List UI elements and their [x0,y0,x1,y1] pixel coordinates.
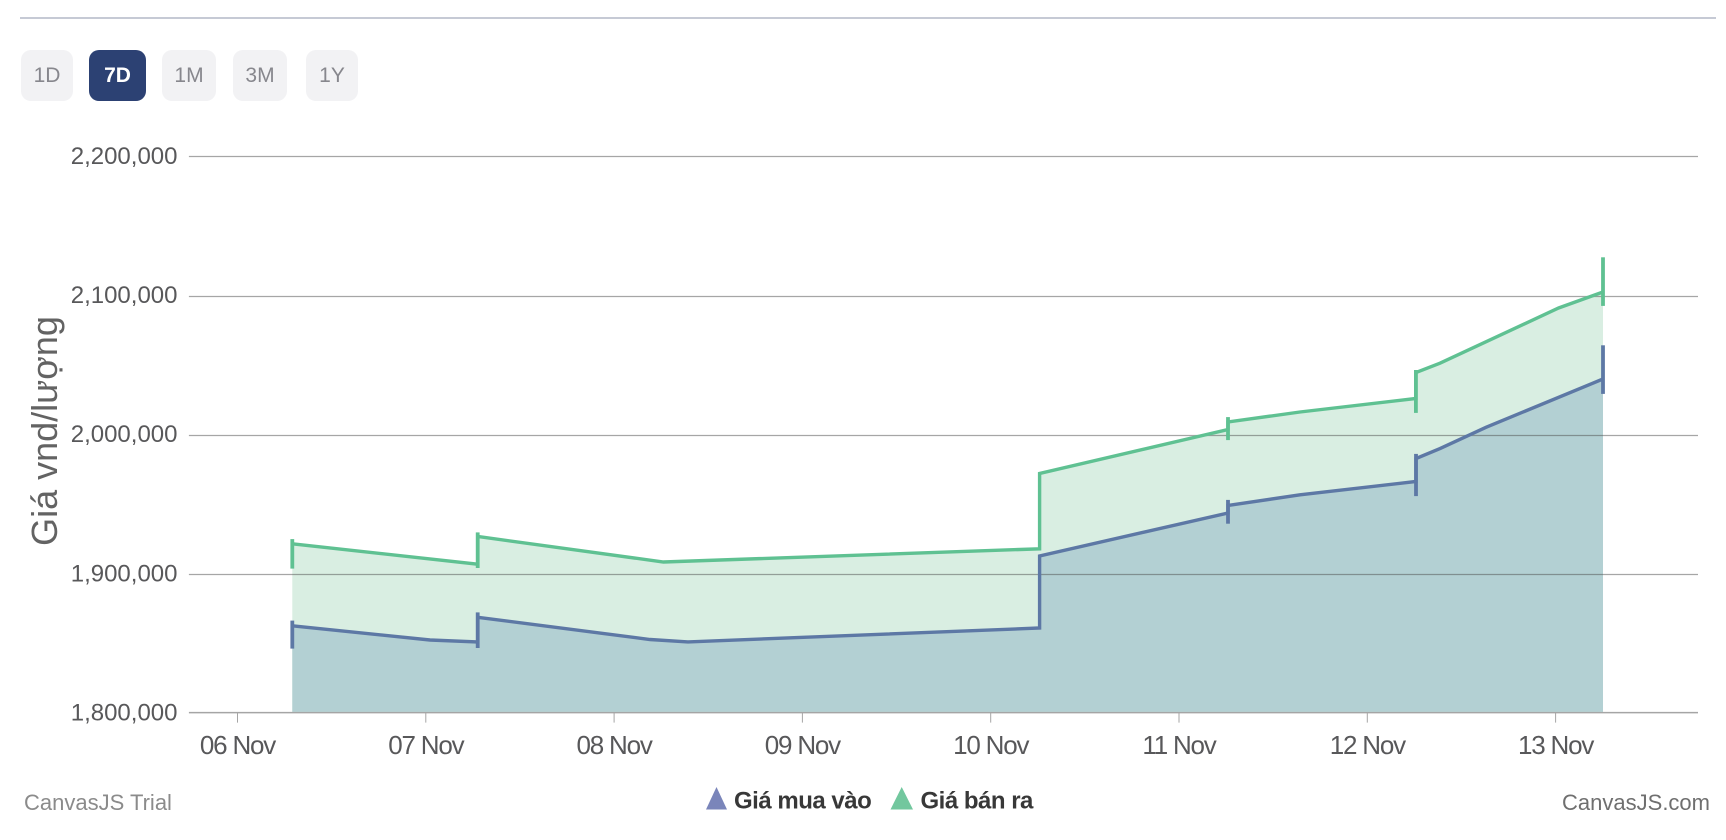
svg-text:2,200,000: 2,200,000 [71,143,178,170]
svg-text:CanvasJS Trial: CanvasJS Trial [24,790,172,815]
svg-text:CanvasJS.com: CanvasJS.com [1562,790,1710,815]
svg-text:2,100,000: 2,100,000 [71,282,178,309]
svg-text:07 Nov: 07 Nov [388,730,464,760]
svg-text:09 Nov: 09 Nov [765,730,841,760]
svg-text:Giá bán ra: Giá bán ra [921,787,1035,814]
svg-text:12 Nov: 12 Nov [1330,730,1406,760]
svg-text:1,900,000: 1,900,000 [71,560,178,587]
svg-text:Giá vnd/lượng: Giá vnd/lượng [24,316,65,546]
svg-text:13 Nov: 13 Nov [1518,730,1594,760]
svg-text:06 Nov: 06 Nov [200,730,276,760]
svg-text:2,000,000: 2,000,000 [71,421,178,448]
svg-text:1,800,000: 1,800,000 [71,699,178,726]
svg-text:08 Nov: 08 Nov [577,730,653,760]
svg-text:10 Nov: 10 Nov [953,730,1029,760]
svg-text:11 Nov: 11 Nov [1142,730,1216,760]
svg-text:Giá mua vào: Giá mua vào [734,787,871,814]
